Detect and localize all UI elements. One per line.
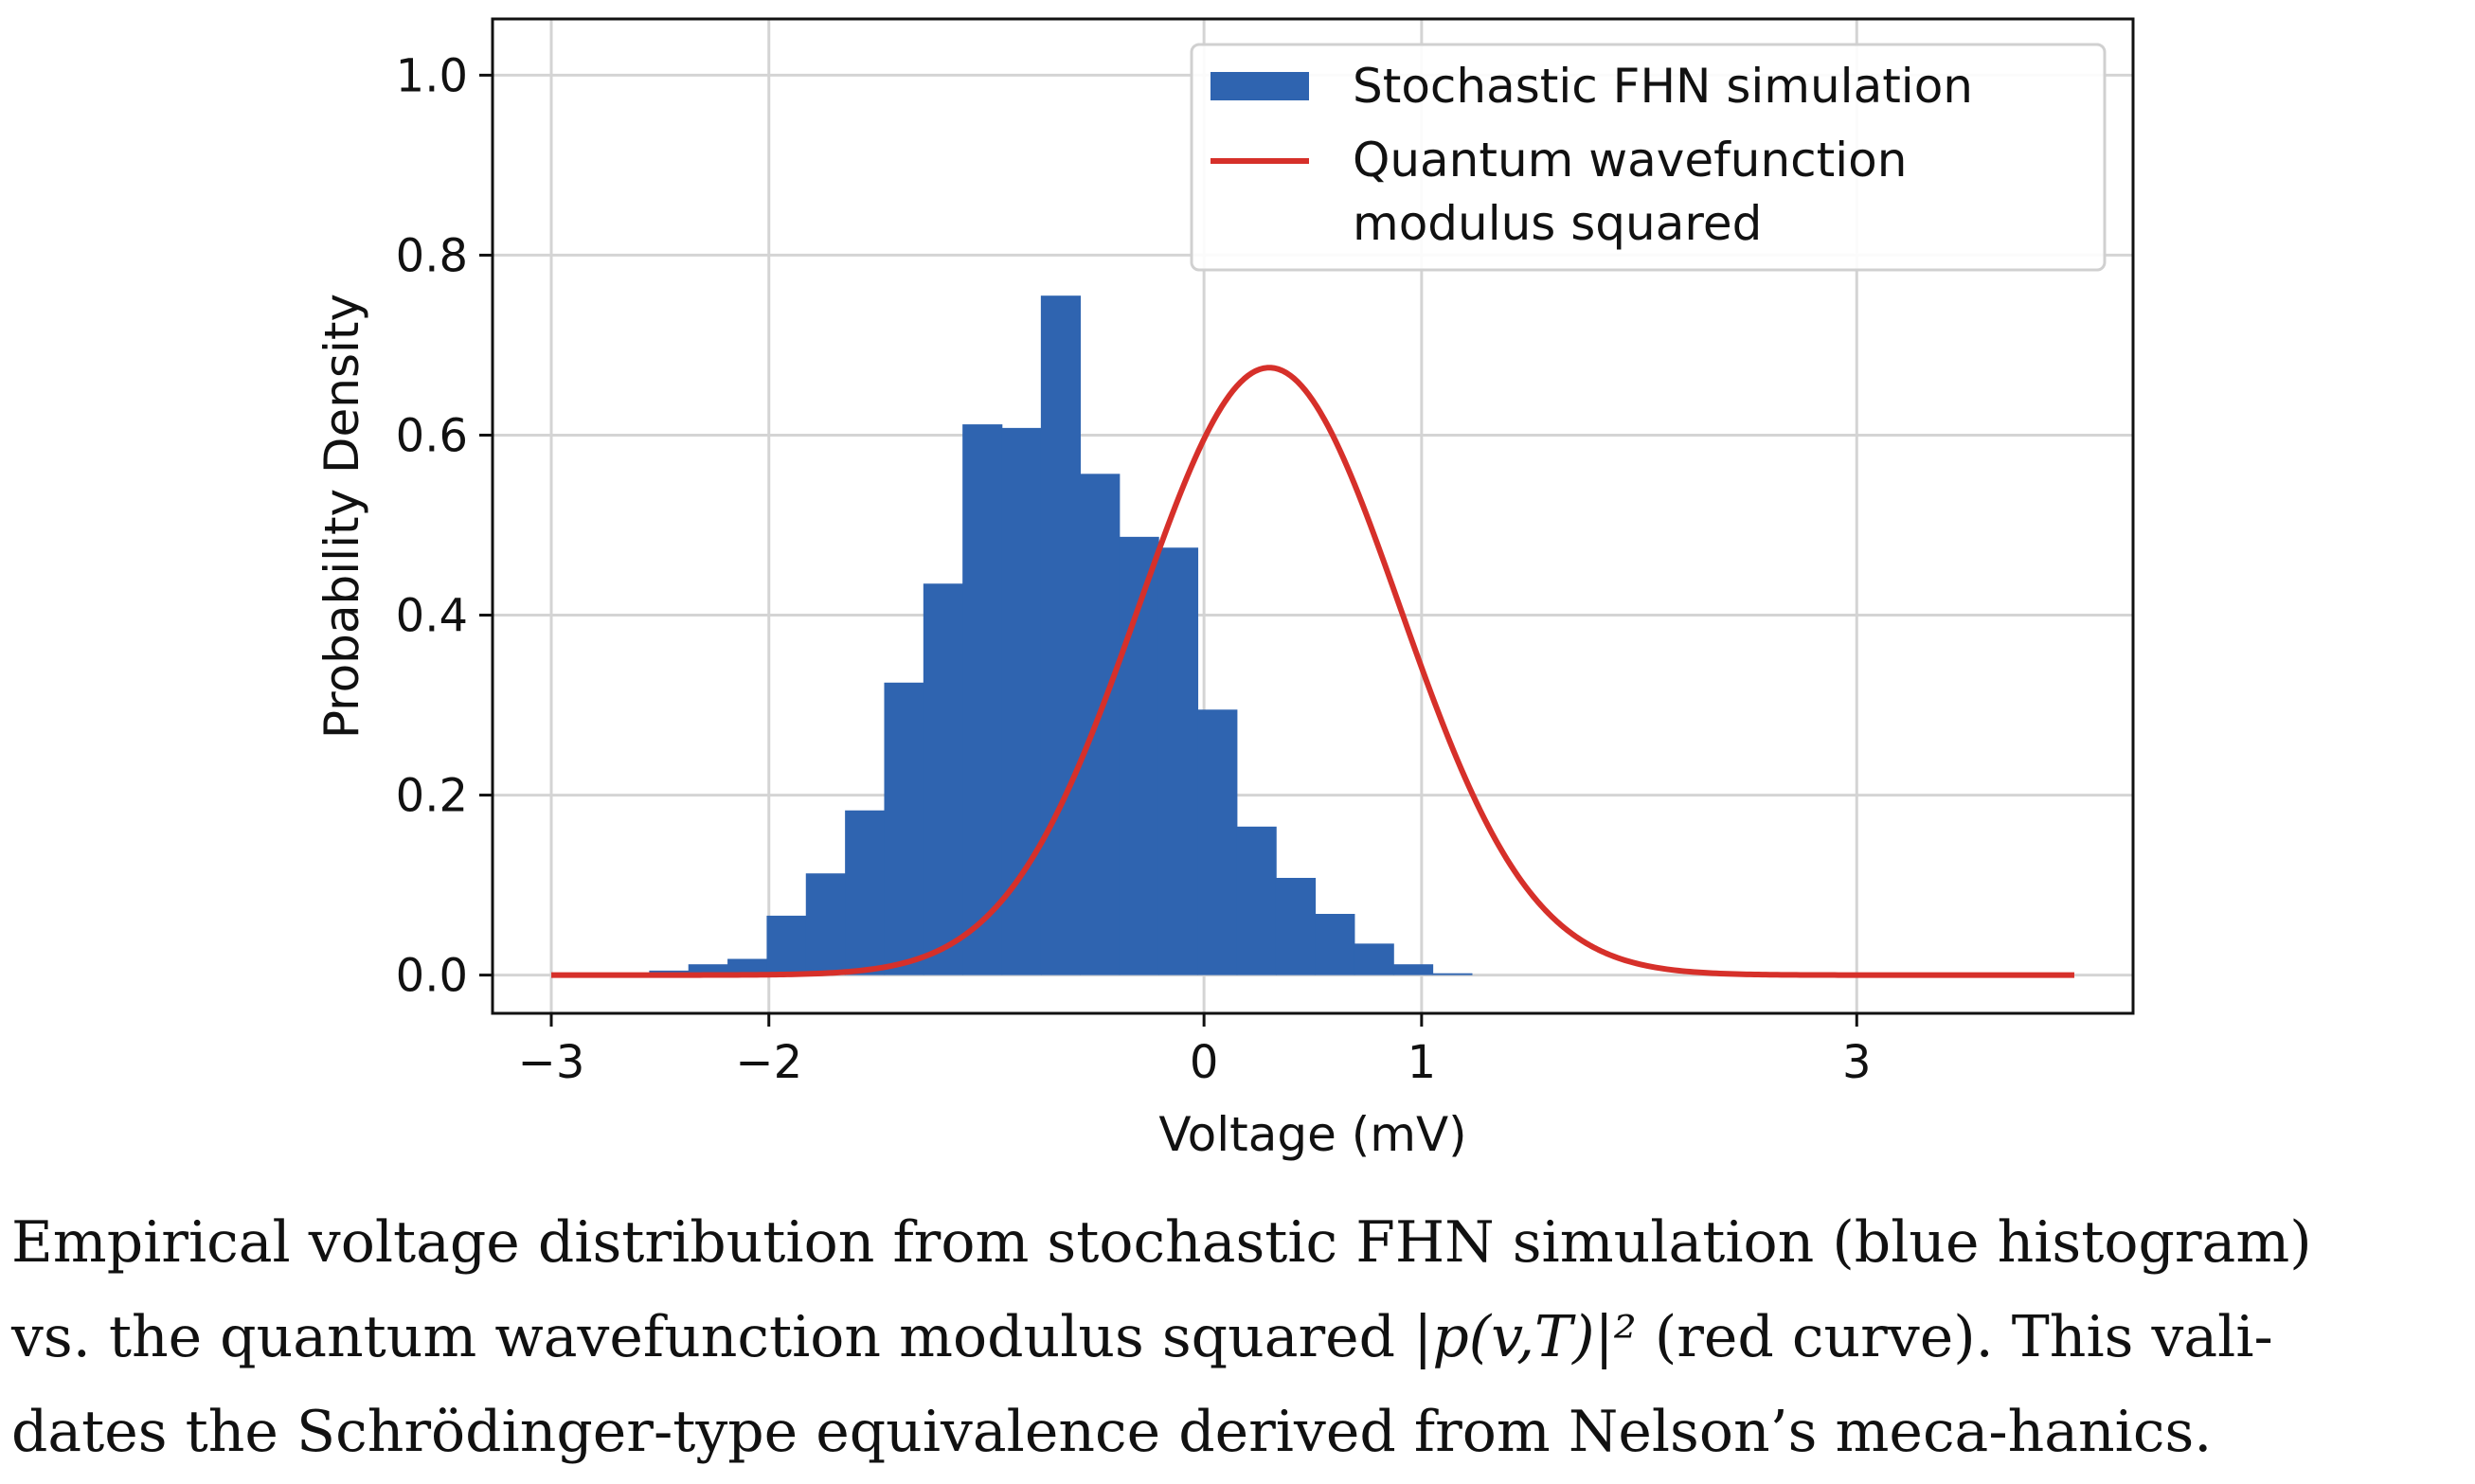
y-tick-label: 1.0 <box>396 49 468 102</box>
x-tick-label: 3 <box>1842 1036 1872 1089</box>
y-axis-label: Probability Density <box>314 294 369 739</box>
axis-ticks: −3 −2 0 1 3 0.0 0.2 0.4 0.6 0.8 1.0 <box>396 49 1872 1089</box>
legend-swatch-histogram <box>1211 72 1309 100</box>
histogram-bar <box>727 958 768 975</box>
y-tick-label: 0.6 <box>396 409 468 462</box>
caption-line-2: vs. the quantum wavefunction modulus squ… <box>11 1290 2469 1385</box>
histogram-bar <box>1315 914 1355 975</box>
legend-label-curve-line1: Quantum wavefunction <box>1353 133 1907 188</box>
legend-label-histogram: Stochastic FHN simulation <box>1353 59 1973 114</box>
caption-line-2-tail: (red curve). This vali- <box>1636 1304 2273 1370</box>
caption-line-2-text: vs. the quantum wavefunction modulus squ… <box>11 1304 1414 1370</box>
legend-label-curve-line2: modulus squared <box>1353 196 1762 251</box>
series-line-quantum-wavefunction <box>551 365 2074 978</box>
y-tick-label: 0.8 <box>396 229 468 282</box>
caption-line-1: Empirical voltage distribution from stoc… <box>11 1209 2312 1276</box>
legend: Stochastic FHN simulation Quantum wavefu… <box>1190 43 2107 272</box>
caption-line-3: dates the Schrödinger-type equivalence d… <box>11 1399 2213 1465</box>
y-tick-label: 0.4 <box>396 590 468 643</box>
x-tick-label: −2 <box>735 1036 802 1089</box>
histogram-bar <box>805 873 846 975</box>
histogram-bar <box>923 583 963 975</box>
histogram-bar <box>1001 427 1042 975</box>
plot-area-frame <box>491 17 2135 1015</box>
histogram-bar <box>884 682 924 975</box>
x-tick-label: 1 <box>1408 1036 1437 1089</box>
histogram-bar <box>1197 709 1238 975</box>
histogram-bar <box>1354 943 1394 975</box>
legend-frame <box>1190 43 2107 272</box>
histogram-chart: −3 −2 0 1 3 0.0 0.2 0.4 0.6 0.8 1.0 Voltage (mV) P… <box>314 17 2135 1162</box>
histogram-bar <box>1080 474 1121 975</box>
histogram-bar <box>845 810 886 975</box>
histogram-bar <box>1392 964 1434 975</box>
histogram-bar <box>1157 547 1199 975</box>
histogram-bar <box>766 915 807 975</box>
x-tick-label: −3 <box>518 1036 585 1089</box>
histogram-bar <box>688 964 728 975</box>
histogram-bar <box>1236 826 1277 975</box>
y-tick-label: 0.0 <box>396 950 468 1003</box>
x-axis-label: Voltage (mV) <box>1158 1107 1466 1162</box>
caption-math: |p(v,T)|² <box>1413 1304 1637 1370</box>
y-tick-label: 0.2 <box>396 770 468 823</box>
histogram-bar <box>962 424 1003 975</box>
histogram-bars <box>649 295 1473 975</box>
figure-caption: Empirical voltage distribution from stoc… <box>11 1195 2469 1479</box>
histogram-bar <box>1275 877 1317 975</box>
x-tick-label: 0 <box>1190 1036 1219 1089</box>
histogram-bar <box>1040 295 1082 975</box>
histogram-bar <box>1432 973 1473 975</box>
